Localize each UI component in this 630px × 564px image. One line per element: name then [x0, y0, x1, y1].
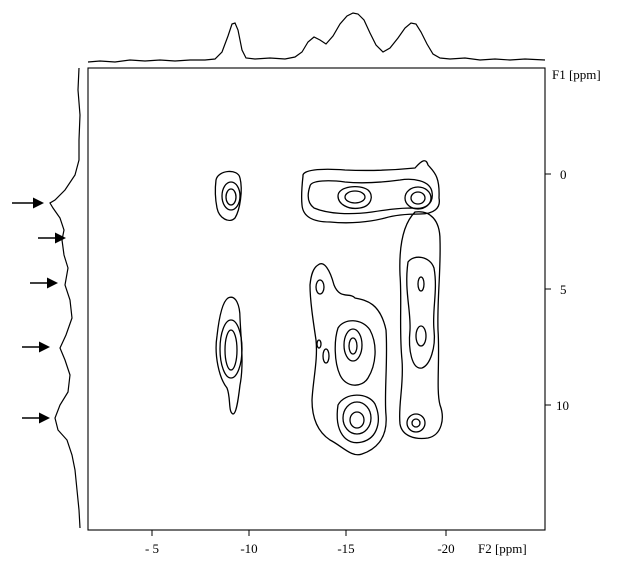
contour-peak-2-outer — [215, 296, 243, 415]
contour-band-right-outer — [398, 211, 443, 440]
y-axis-ticks — [545, 173, 551, 406]
contour-band-top-inner-1 — [337, 185, 372, 210]
arrow-3-head — [47, 277, 58, 289]
arrow-markers — [12, 197, 66, 424]
contour-center-small-2 — [316, 339, 322, 349]
left-projection-trace — [49, 67, 81, 529]
x-axis-ticks — [151, 530, 447, 536]
contour-band-right-inner-1 — [417, 276, 425, 292]
contour-band-top-inner-4 — [410, 191, 426, 205]
x-tick-label-4: -20 — [437, 541, 454, 556]
arrow-2-head — [55, 232, 66, 244]
contour-band-top-inner-3 — [404, 186, 432, 210]
x-tick-label-2: -10 — [240, 541, 257, 556]
contour-center-lower-outer — [336, 394, 379, 444]
x-tick-label-3: -15 — [337, 541, 354, 556]
contour-center-lower-inner — [349, 411, 365, 429]
arrow-1-head — [33, 197, 44, 209]
contour-band-top-outer — [300, 160, 440, 224]
contour-center-small-3 — [322, 348, 330, 364]
top-projection-trace — [87, 12, 546, 63]
arrow-5-head — [39, 412, 50, 424]
contour-peak-1-mid — [221, 181, 241, 211]
y-tick-label-1: 0 — [560, 167, 567, 182]
contour-band-right-inner-4 — [411, 418, 421, 428]
x-tick-label-1: - 5 — [145, 541, 159, 556]
contour-peak-2-inner — [224, 329, 238, 371]
contour-band-right-inner-2 — [415, 325, 427, 347]
contour-center-lower-mid — [342, 401, 372, 435]
y-axis-label: F1 [ppm] — [552, 67, 601, 82]
contour-center-mid — [334, 320, 376, 386]
contour-band-right-mid — [406, 256, 437, 369]
y-tick-label-3: 10 — [556, 398, 569, 413]
arrow-4-head — [39, 341, 50, 353]
contour-peak-2-mid — [219, 319, 243, 379]
x-axis-label: F2 [ppm] — [478, 541, 527, 556]
contour-center-small-1 — [315, 279, 325, 295]
contour-band-right-inner-3 — [406, 413, 426, 433]
plot-frame — [87, 67, 546, 531]
contour-center-inner-2 — [348, 337, 358, 355]
contour-center-inner-1 — [343, 328, 363, 362]
contour-peak-1-outer — [214, 170, 242, 222]
contour-band-top-inner-2 — [344, 190, 366, 204]
contour-plot — [214, 160, 443, 456]
contour-peak-1-inner — [225, 188, 237, 206]
contour-center-outer — [309, 263, 388, 456]
y-tick-label-2: 5 — [560, 282, 567, 297]
